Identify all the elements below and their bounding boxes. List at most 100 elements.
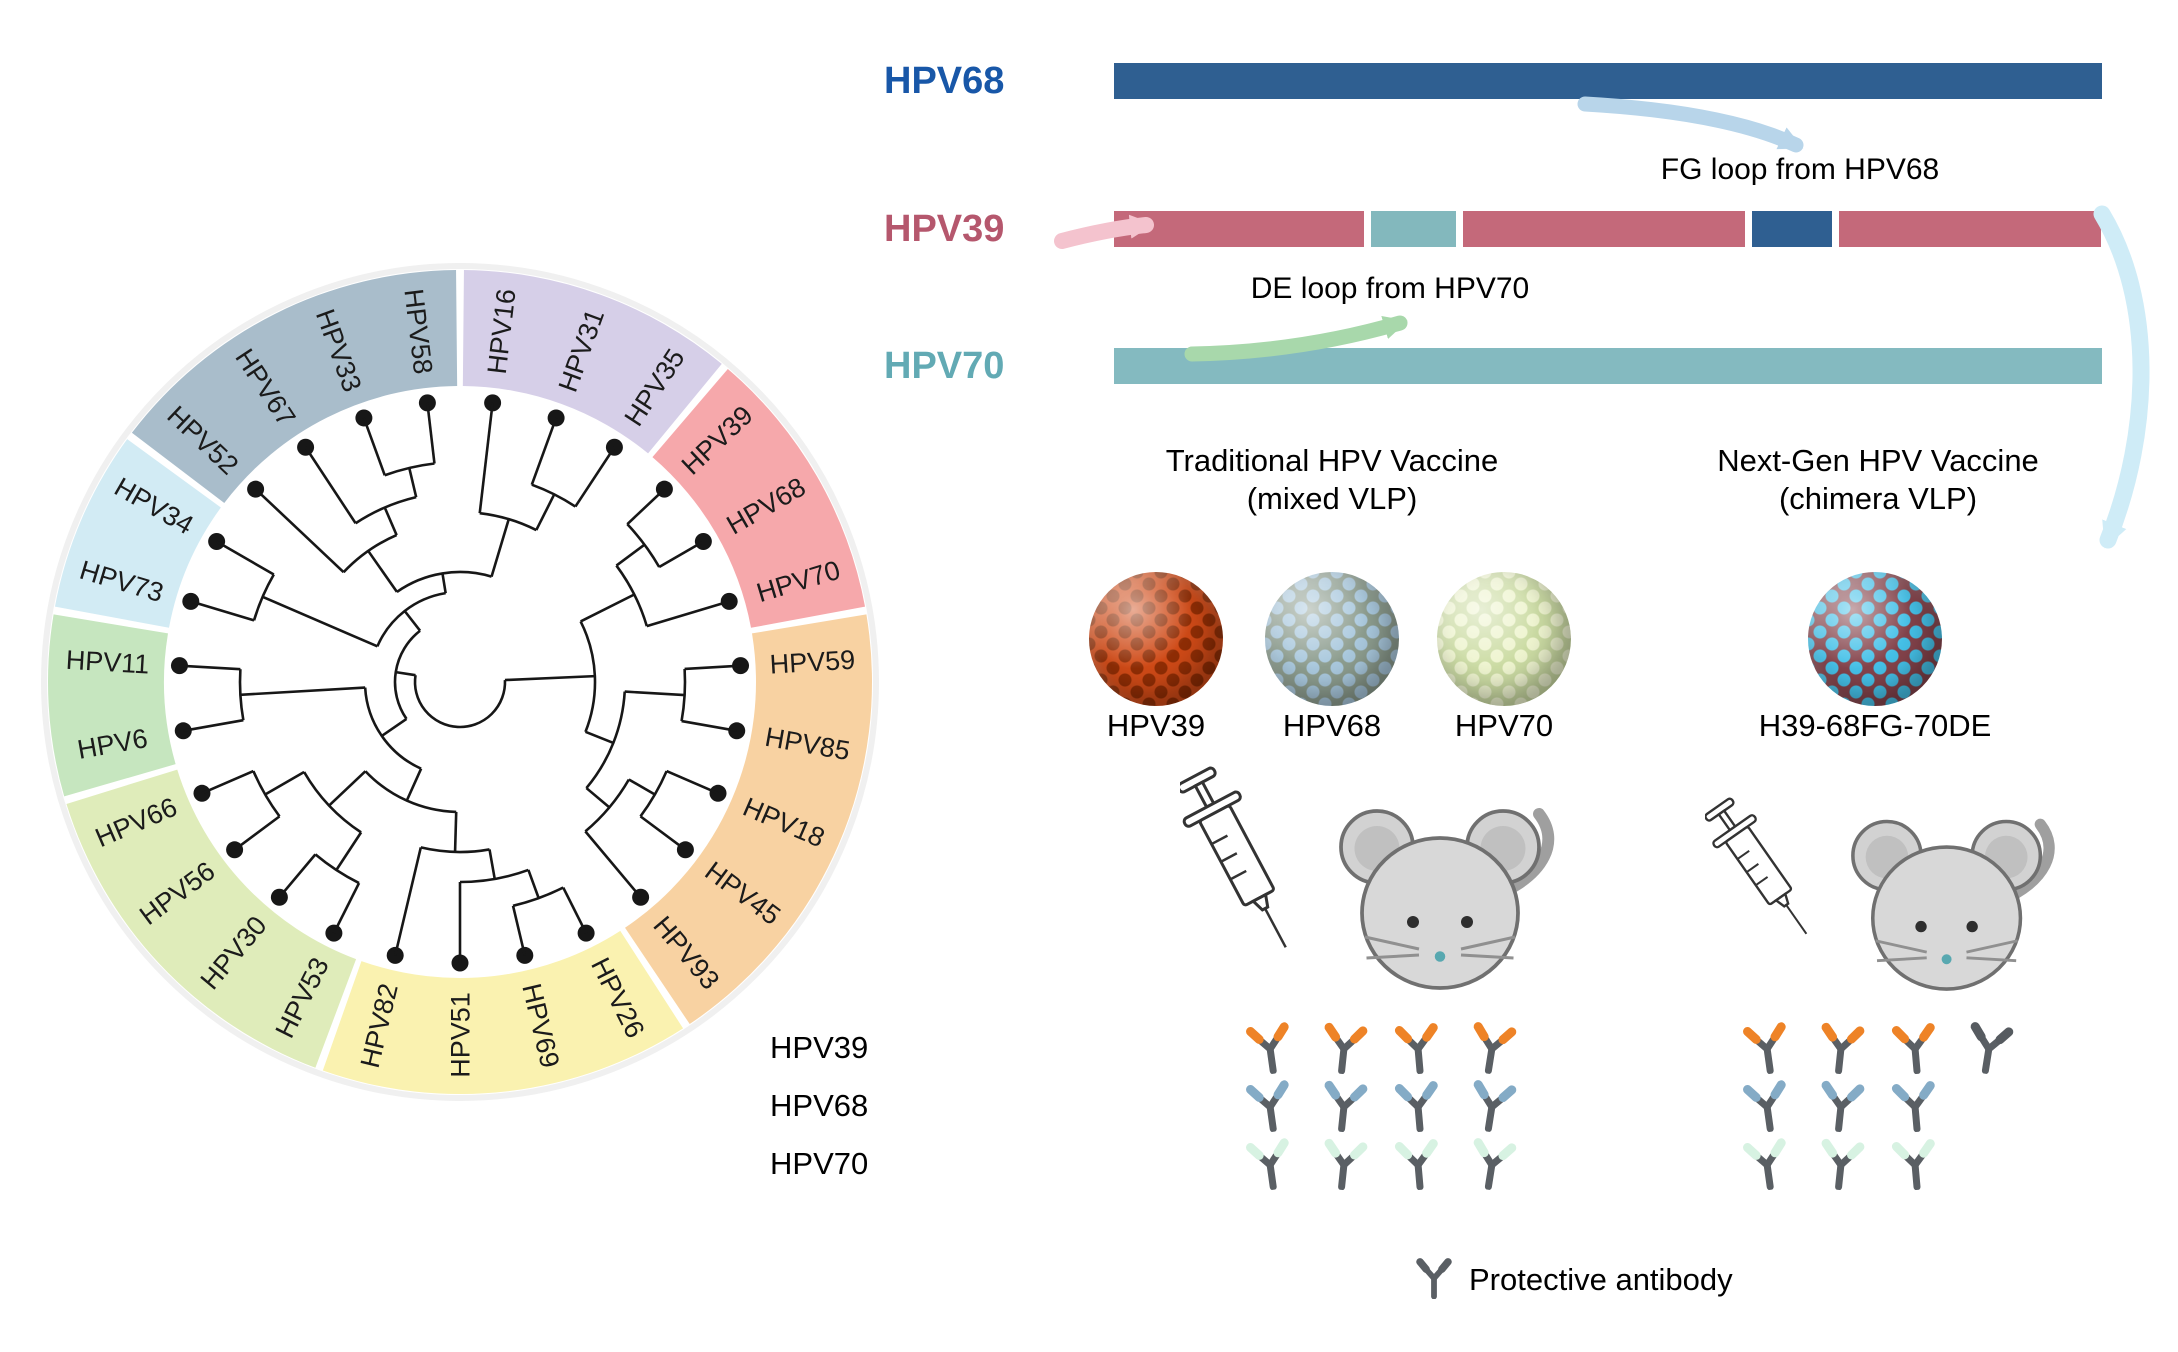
construct-bar-segment	[1463, 211, 1746, 247]
phylo-branch	[624, 690, 685, 697]
antibody-y-icon	[1324, 1080, 1368, 1133]
phylo-branch	[530, 417, 558, 486]
antibody-group-traditional	[1246, 1022, 1517, 1075]
construct-row-hpv39: HPV39	[0, 208, 2178, 250]
phylo-group-arc	[131, 270, 458, 503]
phylo-branch	[362, 417, 386, 476]
phylo-branch	[190, 600, 255, 622]
phylo-branch	[511, 905, 527, 956]
phylo-leaf-node	[605, 438, 623, 456]
phylo-node-arc	[413, 674, 507, 729]
phylo-branch	[562, 886, 588, 934]
vlp-chimera-icon	[1808, 572, 1942, 706]
antibody-y-icon	[1970, 1022, 2014, 1075]
phylo-branch	[628, 778, 656, 796]
construct-bar-hpv39	[1114, 211, 2102, 247]
construct-bar-segment	[1114, 211, 1364, 247]
nextgen-vaccine-title: Next-Gen HPV Vaccine	[1717, 443, 2039, 478]
phylo-branch	[615, 543, 646, 567]
phylo-branch	[535, 493, 556, 531]
phylogenetic-tree: HPV39HPV68HPV70HPV59HPV85HPV18HPV45HPV93…	[41, 263, 879, 1101]
mouse-icon	[1341, 811, 1548, 988]
phylo-branch	[580, 593, 635, 623]
antibody-group-nextgen	[1743, 1022, 2014, 1075]
antibody-y-icon	[1324, 1138, 1368, 1191]
antibody-row-label: HPV70	[770, 1146, 869, 1181]
phylo-branch	[403, 610, 422, 632]
vlp-label-hpv68: HPV68	[1282, 708, 1382, 743]
phylo-leaf-node	[297, 438, 315, 456]
antibody-y-icon	[1473, 1080, 1517, 1133]
phylo-branch	[335, 831, 363, 871]
antibody-group-traditional	[1246, 1080, 1517, 1133]
antibody-group-traditional	[1246, 1138, 1517, 1191]
de-loop-annotation: DE loop from HPV70	[1250, 272, 1530, 305]
antibody-y-icon	[1473, 1138, 1517, 1191]
construct-bar-segment	[1752, 211, 1832, 247]
phylo-group-arc	[625, 614, 872, 1025]
syringe-icon	[1180, 762, 1315, 964]
phylo-branch	[254, 488, 345, 574]
antibody-y-icon	[1415, 1256, 1453, 1304]
antibody-y-icon	[1246, 1022, 1289, 1075]
construct-row-label-hpv70: HPV70	[884, 345, 1005, 387]
phylo-node-arc	[584, 778, 631, 833]
antibody-row-hpv70: HPV70	[0, 1138, 2178, 1194]
antibody-y-icon	[1821, 1022, 1865, 1075]
phylo-branch	[367, 550, 398, 593]
antibody-y-icon	[1394, 1139, 1438, 1191]
vlp-label-hpv70: HPV70	[1454, 708, 1554, 743]
construct-row-hpv70: HPV70	[0, 345, 2178, 387]
phylo-leaf-label: HPV59	[769, 645, 856, 680]
antibody-y-icon	[1743, 1022, 1786, 1075]
phylo-leaf-node	[728, 722, 746, 740]
injection-scene-traditional	[1180, 762, 1570, 997]
antibody-row-hpv68: HPV68	[0, 1080, 2178, 1136]
phylo-branch	[304, 446, 357, 524]
phylo-branch	[262, 595, 378, 648]
phylo-node-arc	[302, 771, 362, 834]
construct-bar-segment	[1838, 211, 2102, 247]
antibody-y-icon	[1743, 1080, 1786, 1133]
vlp-hpv70-icon	[1437, 572, 1571, 706]
phylo-leaf-node	[174, 722, 192, 740]
construct-row-hpv68: HPV68	[0, 60, 2178, 102]
antibody-group-nextgen	[1743, 1080, 1938, 1133]
phylo-branch	[658, 540, 705, 569]
antibody-y-icon	[1473, 1022, 1517, 1075]
construct-row-label-hpv68: HPV68	[884, 60, 1005, 102]
phylo-branch	[681, 719, 737, 733]
antibody-y-icon	[1416, 1258, 1452, 1300]
tree-outer-halo	[41, 263, 879, 1101]
phylo-branch	[441, 573, 447, 594]
antibody-y-icon	[1891, 1081, 1935, 1133]
phylo-branch	[426, 402, 436, 464]
phylo-group-arc	[54, 439, 221, 628]
phylo-group-arc	[652, 368, 866, 628]
construct-bar-segment	[1114, 63, 2102, 99]
antibody-y-icon	[1324, 1022, 1368, 1075]
phylo-branch	[478, 402, 494, 514]
antibody-y-icon	[1821, 1138, 1865, 1191]
phylo-node-arc	[459, 868, 529, 884]
phylo-branch	[488, 849, 497, 880]
phylo-branch	[264, 770, 305, 796]
phylo-group-arc	[47, 614, 176, 797]
construct-bar-segment	[1114, 348, 2102, 384]
construct-bar-hpv68	[1114, 63, 2102, 99]
antibody-legend: Protective antibody	[1415, 1256, 1733, 1304]
phylo-branch	[393, 847, 423, 956]
phylo-branch	[646, 600, 730, 628]
injection-scene-nextgen	[1705, 791, 2055, 1000]
phylo-branch	[504, 674, 595, 682]
phylo-branch	[240, 686, 366, 697]
vlp-hpv68-icon	[1265, 572, 1399, 706]
traditional-vaccine-subtitle: (mixed VLP)	[1246, 481, 1418, 516]
antibody-y-icon	[1246, 1080, 1289, 1133]
construct-bar-hpv70	[1114, 348, 2102, 384]
phylo-branch	[453, 811, 458, 852]
phylo-branch	[639, 815, 687, 851]
vlp-hpv39-icon	[1089, 572, 1223, 706]
phylo-branch	[383, 507, 398, 536]
